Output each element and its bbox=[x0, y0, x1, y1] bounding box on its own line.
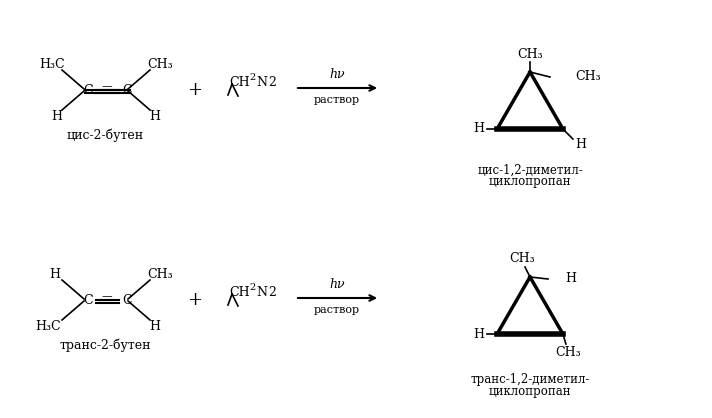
Text: раствор: раствор bbox=[314, 305, 360, 315]
Text: цис-2-бутен: цис-2-бутен bbox=[66, 128, 144, 142]
Text: C: C bbox=[122, 293, 132, 306]
Text: H₃C: H₃C bbox=[35, 321, 61, 334]
Text: +: + bbox=[187, 291, 202, 309]
Text: N: N bbox=[256, 76, 268, 89]
Text: =: = bbox=[100, 292, 113, 306]
Text: транс-2-бутен: транс-2-бутен bbox=[59, 338, 151, 352]
Text: hν: hν bbox=[329, 69, 345, 82]
Text: H: H bbox=[150, 321, 160, 334]
Text: CH₃: CH₃ bbox=[147, 268, 173, 280]
Text: H: H bbox=[50, 268, 61, 280]
Text: CH: CH bbox=[230, 285, 251, 298]
Text: N: N bbox=[256, 285, 268, 298]
Text: +: + bbox=[187, 81, 202, 99]
Text: 2: 2 bbox=[268, 76, 276, 89]
Text: C: C bbox=[83, 293, 93, 306]
Text: CH₃: CH₃ bbox=[509, 252, 535, 265]
Text: раствор: раствор bbox=[314, 95, 360, 105]
Text: 2: 2 bbox=[250, 283, 256, 293]
Text: 2: 2 bbox=[268, 285, 276, 298]
Text: цис-1,2-диметил-: цис-1,2-диметил- bbox=[477, 163, 583, 176]
Text: CH: CH bbox=[230, 76, 251, 89]
Text: CH₃: CH₃ bbox=[147, 58, 173, 71]
Text: CH₃: CH₃ bbox=[517, 48, 543, 61]
Text: H: H bbox=[575, 138, 587, 150]
Text: H: H bbox=[51, 110, 63, 123]
Text: CH₃: CH₃ bbox=[555, 346, 581, 359]
Text: C: C bbox=[83, 84, 93, 97]
Text: hν: hν bbox=[329, 278, 345, 291]
Text: транс-1,2-диметил-: транс-1,2-диметил- bbox=[471, 374, 590, 387]
Text: 2: 2 bbox=[250, 74, 256, 82]
Text: циклопропан: циклопропан bbox=[488, 385, 571, 398]
Text: H: H bbox=[473, 122, 485, 135]
Text: CH₃: CH₃ bbox=[575, 71, 601, 84]
Text: H: H bbox=[150, 110, 160, 123]
Text: H: H bbox=[473, 327, 485, 341]
Text: H₃C: H₃C bbox=[39, 58, 65, 71]
Text: циклопропан: циклопропан bbox=[488, 176, 571, 189]
Text: C: C bbox=[122, 84, 132, 97]
Text: H: H bbox=[565, 273, 576, 285]
Text: =: = bbox=[100, 82, 113, 96]
